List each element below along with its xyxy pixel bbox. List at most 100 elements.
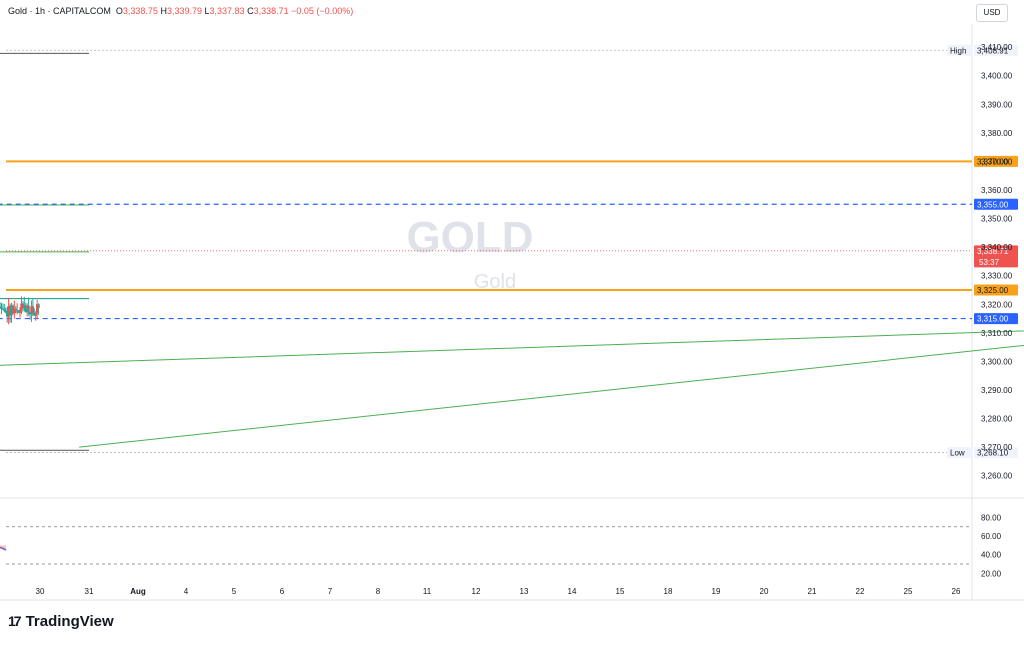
candle-body xyxy=(30,306,33,315)
y-tick-label: 3,320.00 xyxy=(981,300,1013,309)
high-label: H xyxy=(160,6,167,16)
candle-body xyxy=(34,312,37,316)
candle-body xyxy=(24,308,27,313)
rsi-pane xyxy=(0,526,972,565)
price-flag-bg xyxy=(947,447,973,459)
candle-body xyxy=(17,310,20,313)
rsi-tick-label: 20.00 xyxy=(981,569,1002,578)
open-value: 3,338.75 xyxy=(122,6,158,16)
candle-body xyxy=(31,306,35,314)
x-tick-label: 12 xyxy=(472,587,481,596)
price-tag-bg xyxy=(974,284,1018,296)
price-flag-bg xyxy=(947,44,973,56)
price-tag-bg xyxy=(974,155,1018,167)
symbol-watermark-sub: Gold xyxy=(474,271,516,293)
grid xyxy=(0,24,1024,601)
x-tick-label: 18 xyxy=(664,587,673,596)
open-label: O xyxy=(115,6,123,16)
y-tick-label: 3,260.00 xyxy=(981,472,1013,481)
annotations-layer: 0 (3,407.82)0.382 (3,354.75)0.5 (3,338.3… xyxy=(947,44,1018,459)
x-tick-label: 4 xyxy=(184,587,189,596)
candle-body xyxy=(13,308,16,314)
candle-body xyxy=(1,308,5,310)
x-tick-label: 26 xyxy=(952,587,961,596)
y-tick-label: 3,410.00 xyxy=(981,43,1013,52)
candle-body xyxy=(23,305,26,309)
tradingview-logo-icon: 17 xyxy=(8,613,22,629)
currency-button[interactable]: USD xyxy=(976,4,1008,22)
price-tag-text: 3,355.00 xyxy=(977,200,1009,209)
y-tick-label: 3,270.00 xyxy=(981,443,1013,452)
price-tag-bg xyxy=(974,313,1018,325)
candle-body xyxy=(20,303,23,310)
candle-body xyxy=(35,304,39,313)
rsi-tick-label: 60.00 xyxy=(981,532,1002,541)
tradingview-brand[interactable]: 17 TradingView xyxy=(8,613,114,630)
symbol-header: Gold · 1h · CAPITALCOM O3,338.75 H3,339.… xyxy=(8,6,353,16)
close-label: C xyxy=(247,6,254,16)
y-tick-label: 3,380.00 xyxy=(981,129,1013,138)
change-value: −0.05 (−0.00%) xyxy=(291,6,354,16)
y-tick-label: 3,340.00 xyxy=(981,243,1013,252)
brand-label: TradingView xyxy=(25,613,114,630)
y-tick-label: 3,290.00 xyxy=(981,386,1013,395)
candle-body xyxy=(25,305,29,313)
close-value: 3,338.71 xyxy=(253,6,289,16)
symbol-watermark: GOLD xyxy=(406,213,533,262)
low-value: 3,337.83 xyxy=(209,6,245,16)
price-flag-label: Low xyxy=(950,449,965,458)
candle-body xyxy=(4,310,7,313)
candle-body xyxy=(0,306,2,308)
y-tick-label: 3,370.00 xyxy=(981,157,1013,166)
price-tag-bg xyxy=(974,245,1018,268)
x-tick-label: 14 xyxy=(568,587,577,596)
x-tick-label: Aug xyxy=(130,587,146,596)
y-tick-label: 3,390.00 xyxy=(981,100,1013,109)
candle-body xyxy=(6,312,9,317)
y-tick-label: 3,360.00 xyxy=(981,186,1013,195)
x-tick-label: 22 xyxy=(856,587,865,596)
candle-body xyxy=(18,309,22,313)
candle-body xyxy=(27,305,30,313)
y-tick-label: 3,310.00 xyxy=(981,329,1013,338)
x-tick-label: 8 xyxy=(376,587,381,596)
candles-layer xyxy=(0,296,40,325)
price-tag-text: 3,325.00 xyxy=(977,286,1009,295)
y-tick-label: 3,400.00 xyxy=(981,72,1013,81)
candle-body xyxy=(33,313,36,316)
x-tick-label: 11 xyxy=(423,587,432,596)
rsi-tick-label: 80.00 xyxy=(981,513,1002,522)
candle-body xyxy=(37,304,40,308)
candle-body xyxy=(3,309,6,311)
candle-body xyxy=(8,305,12,316)
x-tick-label: 20 xyxy=(760,587,769,596)
x-tick-label: 25 xyxy=(904,587,913,596)
price-tag-text: 3,408.91 xyxy=(977,46,1009,55)
candle-body xyxy=(0,307,3,309)
x-tick-label: 30 xyxy=(36,587,45,596)
rsi-tick-label: 40.00 xyxy=(981,551,1002,560)
y-tick-label: 3,350.00 xyxy=(981,215,1013,224)
candle-body xyxy=(14,308,17,311)
x-tick-label: 13 xyxy=(520,587,529,596)
symbol-name[interactable]: Gold · 1h · CAPITALCOM xyxy=(8,6,111,16)
x-tick-label: 6 xyxy=(280,587,285,596)
y-tick-label: 3,280.00 xyxy=(981,415,1013,424)
price-tag-text: 3,338.71 xyxy=(977,247,1009,256)
candle-body xyxy=(28,312,32,315)
price-tag-bg xyxy=(974,44,1018,56)
price-tag-bg xyxy=(974,198,1018,210)
high-value: 3,339.79 xyxy=(166,6,202,16)
price-tag-text: 3,370.00 xyxy=(977,157,1009,166)
candle-body xyxy=(21,303,25,306)
x-tick-label: 21 xyxy=(808,587,817,596)
price-tag-text: 3,268.10 xyxy=(977,449,1009,458)
price-tag-bg xyxy=(974,447,1018,459)
x-tick-label: 31 xyxy=(85,587,94,596)
x-tick-label: 19 xyxy=(712,587,721,596)
price-tag-text: 3,315.00 xyxy=(977,315,1009,324)
axes-layer: 3,260.00 3,270.00 3,280.00 3,290.00 3,300.00… xyxy=(36,43,1013,596)
x-tick-label: 15 xyxy=(616,587,625,596)
candle-body xyxy=(10,305,13,316)
